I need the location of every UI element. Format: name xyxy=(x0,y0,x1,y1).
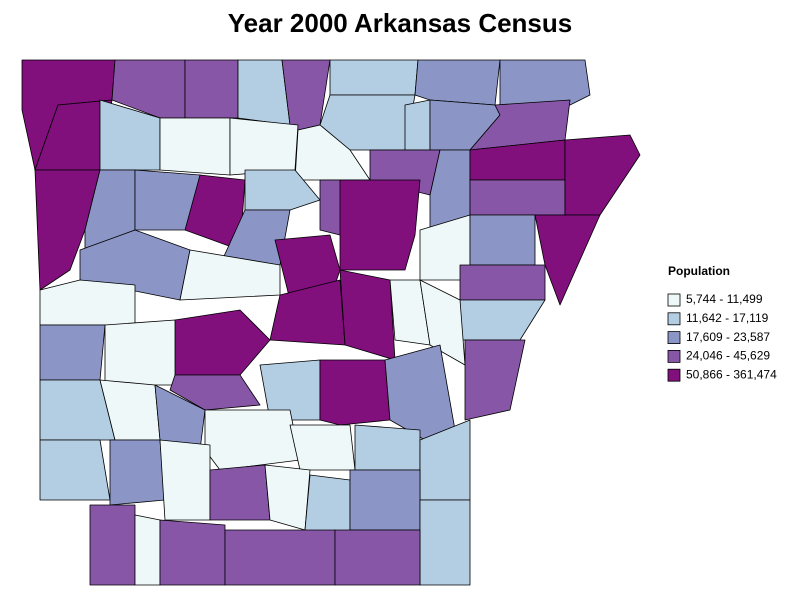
county xyxy=(469,214,536,266)
legend-label: 50,866 - 361,474 xyxy=(686,367,777,381)
county xyxy=(564,134,641,216)
legend-label: 5,744 - 11,499 xyxy=(686,292,763,306)
legend-label: 17,609 - 23,587 xyxy=(686,330,770,344)
county xyxy=(269,279,346,346)
map-title: Year 2000 Arkansas Census xyxy=(228,8,573,38)
county xyxy=(334,529,421,586)
county xyxy=(104,319,176,386)
county xyxy=(34,169,101,291)
county xyxy=(39,324,106,381)
county xyxy=(109,439,166,506)
county xyxy=(159,117,231,176)
county xyxy=(174,309,271,376)
legend: Population 5,744 - 11,499 11,642 - 17,119… xyxy=(667,264,777,382)
county xyxy=(534,214,601,306)
legend-swatch xyxy=(667,368,681,382)
county xyxy=(204,409,301,471)
county xyxy=(354,424,421,471)
county xyxy=(159,439,211,521)
county xyxy=(404,99,431,151)
county xyxy=(169,374,261,411)
legend-title: Population xyxy=(668,264,730,278)
county xyxy=(184,59,239,119)
county xyxy=(459,299,546,341)
county xyxy=(459,264,546,301)
county xyxy=(319,359,391,426)
county xyxy=(349,469,421,531)
county-map xyxy=(21,59,641,586)
county xyxy=(329,59,419,96)
legend-swatch xyxy=(667,331,681,345)
county xyxy=(244,169,321,211)
county xyxy=(89,504,136,586)
county xyxy=(384,344,456,441)
county xyxy=(499,59,591,106)
county xyxy=(159,519,226,586)
county xyxy=(339,179,421,271)
county xyxy=(39,439,111,501)
county xyxy=(339,269,396,361)
county xyxy=(209,464,271,521)
county xyxy=(469,179,566,216)
legend-label: 24,046 - 45,629 xyxy=(686,349,770,363)
county xyxy=(264,464,311,531)
legend-label: 11,642 - 17,119 xyxy=(686,311,769,325)
county xyxy=(419,499,471,586)
county xyxy=(134,514,161,586)
county xyxy=(237,59,291,126)
county xyxy=(39,279,136,326)
county xyxy=(289,424,356,471)
legend-swatch xyxy=(667,293,681,307)
legend-swatch xyxy=(667,312,681,326)
county xyxy=(464,339,526,421)
county xyxy=(229,117,299,176)
legend-swatch xyxy=(667,349,681,363)
county xyxy=(414,59,501,106)
county xyxy=(224,529,336,586)
